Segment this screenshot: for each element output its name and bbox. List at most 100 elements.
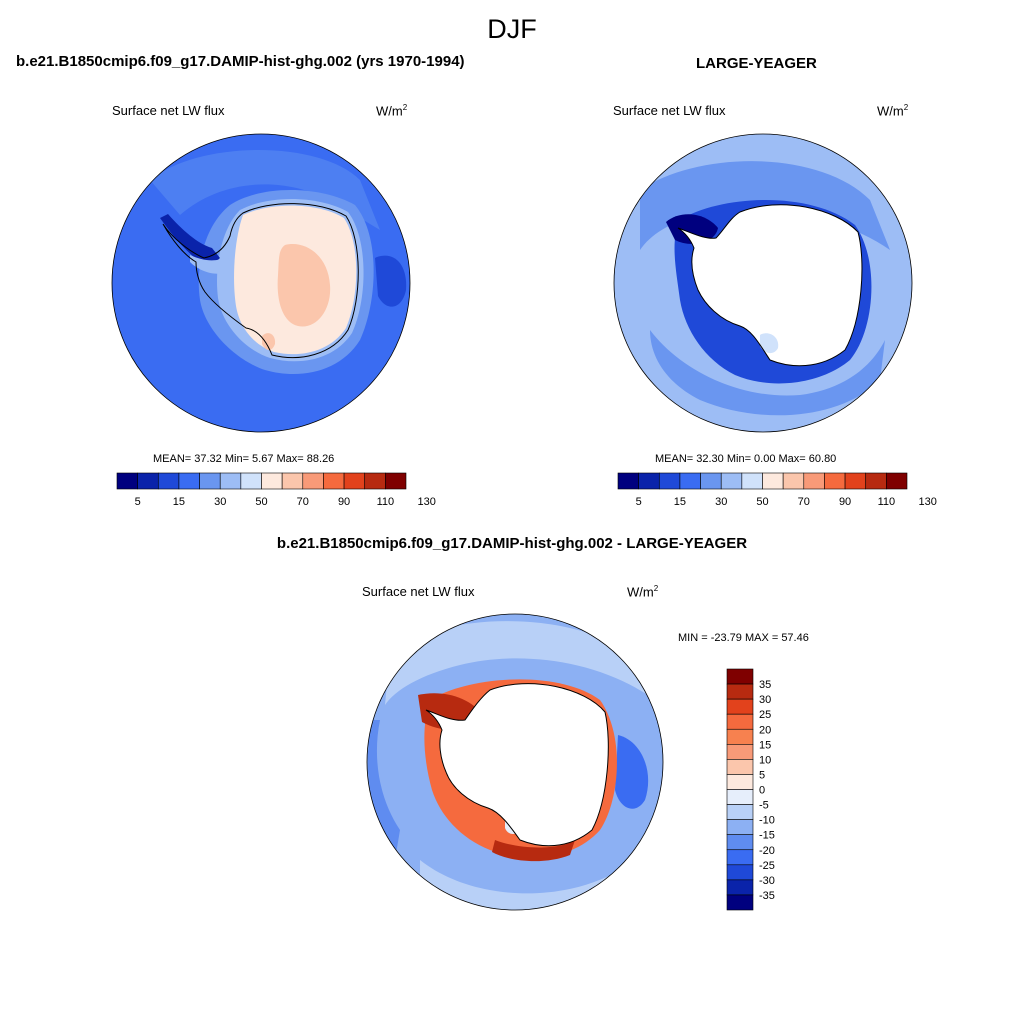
panel2-colorbar-swatch	[782, 472, 805, 490]
panel3-ocean-band	[385, 621, 655, 705]
panel2-coastline	[677, 204, 863, 367]
panel1-map-border	[111, 133, 411, 433]
panel3-map-border	[366, 613, 664, 911]
panel1-colorbar-swatch	[199, 472, 221, 490]
panel1-colorbar-swatch	[281, 472, 304, 490]
panel3-colorbar-tick-label: 10	[759, 754, 771, 766]
panel2-colorbar-tick-label: 90	[839, 496, 851, 508]
panel3-title: b.e21.B1850cmip6.f09_g17.DAMIP-hist-ghg.…	[276, 535, 748, 552]
panel3-coastline	[425, 683, 609, 847]
panel2-map-border	[613, 133, 913, 433]
panel3-colorbar-swatch	[726, 864, 754, 881]
panel3-colorbar-tick-label: -20	[759, 845, 775, 857]
panel3-ocean-low-east	[615, 735, 649, 809]
panel3-colorbar-swatch	[726, 698, 754, 715]
panel1-units-label: W/m2	[376, 103, 408, 119]
panel2-colorbar-swatch	[844, 472, 867, 490]
panel2-colorbar-tick-label: 70	[798, 496, 810, 508]
panel3-ocean-low-west	[367, 720, 400, 860]
panel2-colorbar-swatch	[700, 472, 722, 490]
panel2-colorbar-swatch	[658, 472, 681, 490]
panel3-antarctica-masked	[426, 683, 609, 846]
panel2-colorbar-swatch	[679, 472, 701, 490]
panel3-min-max-text: MIN = -23.79 MAX = 57.46	[678, 632, 809, 644]
panel1-colorbar-swatch	[178, 472, 200, 490]
panel2-peninsula-low	[666, 214, 718, 244]
panel2-colorbar-swatch	[865, 472, 887, 490]
panel2-colorbar-tick-label: 50	[756, 496, 768, 508]
panel1-map	[111, 133, 411, 433]
panel2-colorbar-tick-label: 15	[674, 496, 686, 508]
panel3-colorbar-tick-label: 25	[759, 709, 771, 721]
panel3-colorbar-tick-label: -5	[759, 800, 769, 812]
panel1-colorbar-swatch	[343, 472, 366, 490]
panel3-units-label: W/m2	[627, 584, 659, 600]
panel1-colorbar-tick-label: 90	[338, 496, 350, 508]
panel1-antarctica-high	[277, 244, 331, 327]
panel3-colorbar-tick-label: 0	[759, 785, 765, 797]
panel3-colorbar: 35 30 25 20 15 10 5 0 -5 -10 -15 -20 -25 -30 -35	[726, 668, 775, 911]
panel3-colorbar-swatch	[726, 744, 754, 760]
figure-title: DJF	[487, 14, 537, 44]
panel2-map	[613, 133, 913, 433]
panel3-colorbar-swatch	[726, 713, 754, 730]
panel3-colorbar-tick-label: -10	[759, 815, 775, 827]
panel1-colorbar-tick-label: 5	[135, 496, 141, 508]
panel2-title: LARGE-YEAGER	[696, 55, 817, 72]
panel2-ocean-band-south	[650, 330, 885, 416]
panel1-colorbar-tick-label: 130	[417, 496, 435, 508]
panel1-colorbar-tick-label: 110	[377, 496, 395, 508]
panel1-colorbar-swatch	[157, 472, 180, 490]
panel3-colorbar-swatch	[726, 728, 754, 745]
panel2-colorbar-tick-label: 5	[636, 496, 642, 508]
panel2-colorbar-swatch	[824, 472, 846, 490]
panel2-colorbar-swatch	[886, 472, 908, 490]
panel3-colorbar-tick-label: -25	[759, 860, 775, 872]
panel3-colorbar-tick-label: 15	[759, 739, 771, 751]
panel2-variable-label: Surface net LW flux	[613, 103, 726, 118]
panel2-colorbar-swatch	[638, 472, 660, 490]
panel3-colorbar-tick-label: -30	[759, 875, 775, 887]
panel1-colorbar-tick-label: 15	[173, 496, 185, 508]
panel3-colorbar-tick-label: -15	[759, 830, 775, 842]
panel2-colorbar: 5 15 30 50 70 90 110 130	[617, 472, 937, 508]
panel1-colorbar-swatch	[219, 472, 242, 490]
panel1-colorbar-swatch	[261, 472, 283, 490]
panel1-colorbar-tick-label: 30	[214, 496, 226, 508]
panel1-colorbar-swatch	[364, 472, 386, 490]
panel1-stats-text: MEAN= 37.32 Min= 5.67 Max= 88.26	[153, 453, 335, 465]
panel1-ross-patch	[262, 333, 276, 350]
panel3-colorbar-tick-label: 20	[759, 724, 771, 736]
panel1-title: b.e21.B1850cmip6.f09_g17.DAMIP-hist-ghg.…	[16, 53, 465, 70]
panel2-colorbar-tick-label: 110	[878, 496, 896, 508]
panel2-colorbar-swatch	[720, 472, 743, 490]
panel3-colorbar-swatch	[726, 759, 754, 775]
panel3-colorbar-swatch	[726, 894, 754, 911]
panel3-colorbar-tick-label: 5	[759, 769, 765, 781]
panel3-colorbar-tick-label: -35	[759, 890, 775, 902]
panel3-colorbar-swatch	[726, 834, 754, 851]
panel1-colorbar-swatch	[385, 472, 407, 490]
panel3-colorbar-swatch	[726, 774, 754, 790]
panel2-units-label: W/m2	[877, 103, 909, 119]
panel2-colorbar-tick-label: 130	[918, 496, 936, 508]
panel2-colorbar-swatch	[762, 472, 784, 490]
panel3-colorbar-swatch	[726, 804, 754, 820]
panel1-colorbar-swatch	[302, 472, 324, 490]
panel1-variable-label: Surface net LW flux	[112, 103, 225, 118]
panel2-colorbar-swatch	[617, 472, 639, 490]
panel1-colorbar-tick-label: 50	[255, 496, 267, 508]
panel1-ocean-band	[150, 150, 380, 230]
panel3-colorbar-swatch	[726, 819, 754, 835]
panel1-ocean-low-patch	[375, 255, 407, 307]
panel3-colorbar-tick-label: 35	[759, 679, 771, 691]
panel2-colorbar-swatch	[803, 472, 825, 490]
panel1-colorbar-swatch	[240, 472, 262, 490]
panel1-colorbar-swatch	[137, 472, 159, 490]
panel3-colorbar-tick-label: 30	[759, 694, 771, 706]
panel3-variable-label: Surface net LW flux	[362, 584, 475, 599]
panel3-colorbar-swatch	[726, 789, 754, 805]
panel2-colorbar-swatch	[741, 472, 763, 490]
panel2-antarctica-masked	[678, 204, 862, 366]
